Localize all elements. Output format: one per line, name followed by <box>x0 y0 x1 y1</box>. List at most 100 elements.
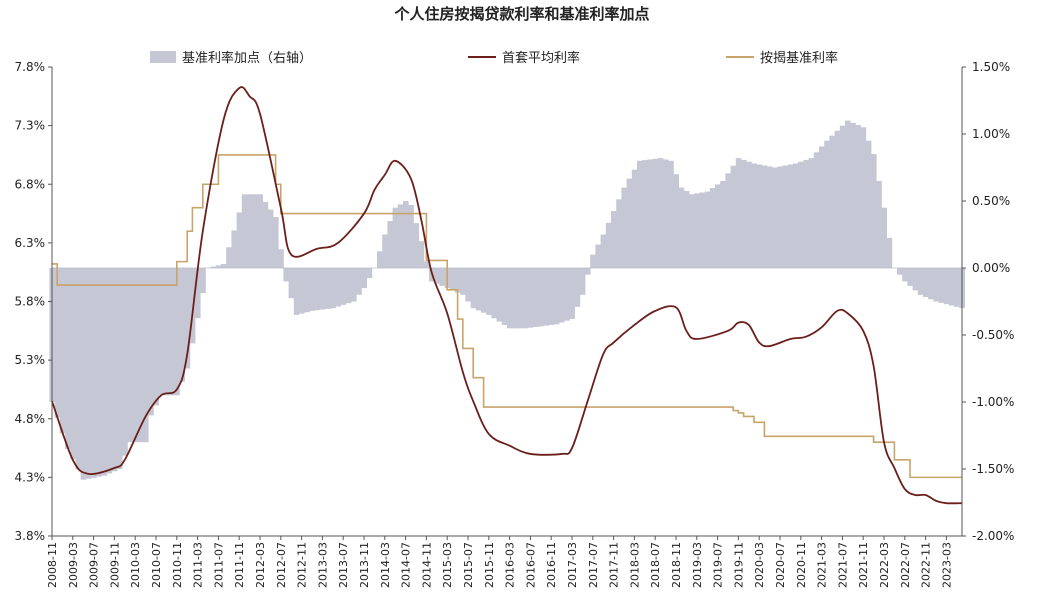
spread-bar <box>54 268 61 418</box>
spread-bar <box>309 268 315 311</box>
x-tick-label: 2011-11 <box>233 542 246 588</box>
spread-bar <box>782 165 789 268</box>
spread-bar <box>153 268 159 406</box>
spread-bar <box>137 268 144 443</box>
x-tick-label: 2009-07 <box>88 542 101 588</box>
spread-bar <box>293 268 300 315</box>
legend-swatch-spread <box>150 51 176 63</box>
spread-bar <box>174 268 180 396</box>
spread-bar <box>507 268 513 329</box>
spread-bar <box>59 268 66 434</box>
spread-bar <box>850 122 856 268</box>
spread-bar <box>127 268 133 443</box>
spread-bar <box>829 135 835 268</box>
right-tick-label: -1.00% <box>972 395 1014 409</box>
spread-bar <box>481 268 487 313</box>
x-tick-label: 2014-07 <box>400 542 413 588</box>
spread-bar <box>132 268 139 443</box>
spread-bar <box>267 209 274 268</box>
x-tick-label: 2012-07 <box>275 542 288 588</box>
spread-bar <box>813 152 820 268</box>
axes: 7.8% 7.3% 6.8% 6.3% 5.8% 5.3% 4.8% 4.3% 3.8% 1.50… <box>15 60 1015 588</box>
spread-bar <box>949 268 955 306</box>
x-tick-label: 2018-11 <box>670 542 683 588</box>
spread-bar <box>517 268 523 329</box>
spread-bar <box>793 163 799 268</box>
spread-bar <box>756 164 763 268</box>
spread-bar <box>533 268 539 327</box>
x-tick-label: 2020-03 <box>753 542 766 588</box>
spread-bar <box>215 265 222 268</box>
spread-bar <box>387 221 393 268</box>
spread-bar <box>397 204 404 268</box>
spread-bar <box>91 268 97 478</box>
spread-bar <box>787 164 794 268</box>
spread-bar <box>496 268 503 322</box>
x-tick-label: 2015-11 <box>483 542 496 588</box>
x-tick-label: 2015-07 <box>462 542 475 588</box>
x-tick-label: 2013-07 <box>337 542 350 588</box>
spread-bar <box>886 237 893 268</box>
x-tick-label: 2017-03 <box>566 542 579 588</box>
spread-bar <box>626 178 633 268</box>
x-tick-label: 2019-07 <box>712 542 725 588</box>
spread-bar <box>278 249 284 268</box>
spread-bar <box>564 268 570 321</box>
spread-bar <box>527 268 534 328</box>
spread-bar <box>585 268 591 275</box>
legend: 基准利率加点（右轴） 首套平均利率 按揭基准利率 <box>150 50 838 66</box>
spread-bar <box>912 268 919 291</box>
x-tick-label: 2021-07 <box>836 542 849 588</box>
spread-bar <box>543 268 549 326</box>
spread-bar <box>101 268 107 476</box>
spread-bar <box>574 268 581 307</box>
spread-bar <box>299 268 305 314</box>
spread-bar <box>751 163 757 268</box>
x-tick-label: 2021-11 <box>857 542 870 588</box>
spread-bar <box>122 268 128 456</box>
spread-bar <box>65 268 71 449</box>
spread-bar <box>200 268 206 294</box>
spread-bar <box>221 263 227 268</box>
spread-bar <box>252 194 258 268</box>
spread-bar <box>465 268 471 302</box>
spread-bar <box>418 241 425 268</box>
spread-bar <box>938 268 945 303</box>
x-tick-label: 2011-07 <box>212 542 225 588</box>
spread-bar <box>715 184 721 268</box>
spread-bar <box>559 268 565 323</box>
spread-bar <box>834 130 841 268</box>
legend-label-first-home: 首套平均利率 <box>502 50 580 66</box>
spread-bar <box>699 192 705 268</box>
spread-bar <box>325 268 331 309</box>
spread-bar <box>663 159 669 268</box>
spread-bar <box>143 268 149 443</box>
spread-bar <box>569 268 575 319</box>
right-tick-label: -1.50% <box>972 462 1014 476</box>
left-tick-label: 6.8% <box>15 177 46 191</box>
spread-bar <box>434 268 440 284</box>
spread-bar <box>907 268 913 286</box>
spread-bar <box>917 268 924 295</box>
spread-bar <box>340 268 347 305</box>
spread-bar <box>257 194 263 268</box>
x-tick-label: 2018-03 <box>628 542 641 588</box>
x-tick-label: 2016-07 <box>524 542 537 588</box>
spread-bar <box>746 161 752 268</box>
spread-bar <box>767 166 773 268</box>
spread-bar <box>860 127 867 268</box>
spread-bar <box>455 268 461 293</box>
legend-label-spread: 基准利率加点（右轴） <box>182 50 312 66</box>
left-tick-label: 5.8% <box>15 295 46 309</box>
spread-bar <box>741 159 747 268</box>
x-tick-label: 2017-07 <box>587 542 600 588</box>
spread-bar <box>647 159 653 268</box>
spread-bar <box>709 188 716 268</box>
x-tick-label: 2012-11 <box>296 542 309 588</box>
spread-bar <box>923 268 929 298</box>
spread-bar <box>169 268 175 396</box>
left-tick-label: 7.3% <box>15 119 46 133</box>
spread-bar <box>382 234 388 268</box>
left-tick-label: 6.3% <box>15 236 46 250</box>
